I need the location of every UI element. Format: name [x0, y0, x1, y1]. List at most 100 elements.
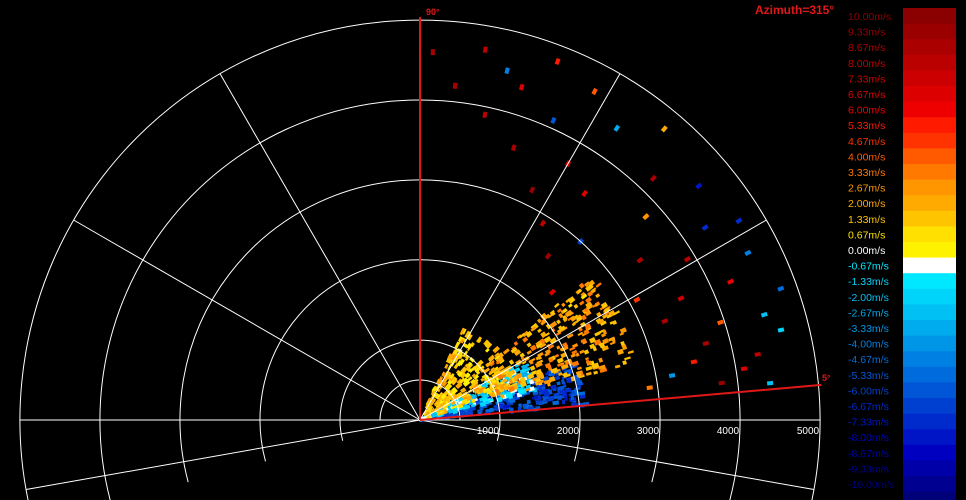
echo-point [777, 285, 785, 292]
radial-spoke [26, 419, 421, 490]
echo-bin [464, 330, 472, 339]
colorbar-label: 3.33m/s [848, 167, 885, 179]
echo-bin [451, 408, 459, 415]
colorbar-label: -7.33m/s [848, 417, 889, 429]
echo-bin [532, 377, 537, 382]
echo-bin [600, 301, 609, 309]
echo-bin [593, 370, 598, 375]
echo-bin [457, 370, 463, 377]
echo-bin [561, 302, 566, 308]
colorbar-swatch [903, 226, 956, 243]
echo-bin [526, 399, 531, 405]
echo-point [766, 380, 774, 386]
echo-bin [513, 349, 522, 357]
echo-point [636, 256, 644, 264]
echo-bin [540, 331, 547, 339]
echo-bin [611, 320, 618, 326]
echo-bin [468, 405, 476, 412]
echo-bin [445, 385, 450, 391]
colorbar-label: -4.67m/s [848, 354, 889, 366]
echo-bin [584, 281, 591, 288]
echo-bin [550, 385, 556, 389]
elevation-axes [419, 17, 822, 421]
echo-bin [580, 291, 586, 297]
echo-bin [466, 342, 473, 350]
echo-point [548, 288, 556, 296]
echo-bin [523, 367, 531, 373]
echo-bin [599, 320, 607, 327]
echo-bin [585, 371, 592, 376]
echo-bin [502, 348, 510, 355]
echo-bin [441, 371, 446, 377]
echo-bin [467, 362, 473, 367]
echo-bin [553, 392, 560, 397]
echo-bin [493, 383, 499, 389]
echo-point [613, 124, 621, 132]
echo-bin [539, 338, 546, 344]
echo-point [727, 278, 735, 285]
echo-bin [494, 354, 500, 361]
echo-bin [502, 404, 511, 409]
echo-bin [543, 379, 552, 385]
echo-bin [541, 400, 548, 405]
colorbar-swatch [903, 39, 956, 56]
echo-bin [508, 359, 515, 365]
colorbar-label: -2.67m/s [848, 307, 889, 319]
echo-bin [476, 338, 482, 344]
colorbar-label: 4.67m/s [848, 136, 885, 148]
velocity-colorbar: 10.00m/s 9.33m/s 8.67m/s 8.00m/s 7.33m/s 6.67… [848, 8, 956, 500]
echo-bin [535, 342, 544, 349]
colorbar-swatch [903, 164, 956, 181]
echo-bin [567, 303, 573, 308]
echo-point [760, 311, 768, 318]
echo-bin [584, 323, 592, 330]
echo-bin [560, 363, 569, 370]
range-tick-label: 3000 [637, 426, 660, 437]
echo-bin [449, 373, 455, 379]
echo-bin [505, 372, 510, 377]
colorbar-swatch [903, 195, 956, 212]
echo-bin [576, 288, 583, 294]
echo-bin [497, 357, 503, 363]
echo-bin [435, 406, 441, 412]
echo-point [544, 252, 552, 260]
colorbar-label: -8.00m/s [848, 432, 889, 444]
echo-bin [495, 389, 501, 396]
echo-bin [556, 328, 563, 334]
echo-bin [624, 356, 631, 361]
echo-point [695, 182, 703, 190]
echo-bin [553, 302, 560, 309]
echo-bin [575, 376, 581, 381]
echo-bin [450, 405, 457, 410]
echo-bin [459, 327, 466, 336]
colorbar-swatch [903, 444, 956, 461]
colorbar-label: -0.67m/s [848, 261, 889, 273]
echo-bin [556, 345, 561, 350]
echo-bin [526, 350, 532, 355]
echo-bin [486, 390, 493, 395]
radial-spoke [73, 219, 421, 421]
echo-point [677, 295, 685, 302]
echo-bin [451, 387, 458, 394]
echo-bin [580, 293, 588, 300]
echo-point [452, 82, 458, 89]
echo-bin [535, 399, 543, 405]
echo-bin [544, 348, 552, 355]
echo-bin [460, 366, 468, 374]
echo-bin [519, 352, 525, 359]
echo-bin [574, 386, 581, 391]
echo-bin [585, 296, 592, 304]
echo-bin [550, 367, 559, 374]
echo-bin [471, 365, 477, 372]
echo-bin [580, 314, 587, 321]
echo-bin [494, 352, 501, 358]
echo-bin [627, 350, 634, 355]
echo-bin [594, 340, 601, 346]
echo-bin [450, 378, 458, 386]
elevation-label-5: 5° [822, 373, 831, 383]
echo-bin [480, 377, 485, 382]
colorbar-swatch [903, 117, 956, 134]
echo-bin [557, 325, 563, 330]
colorbar-label: 6.00m/s [848, 105, 885, 117]
colorbar-swatch [903, 54, 956, 71]
